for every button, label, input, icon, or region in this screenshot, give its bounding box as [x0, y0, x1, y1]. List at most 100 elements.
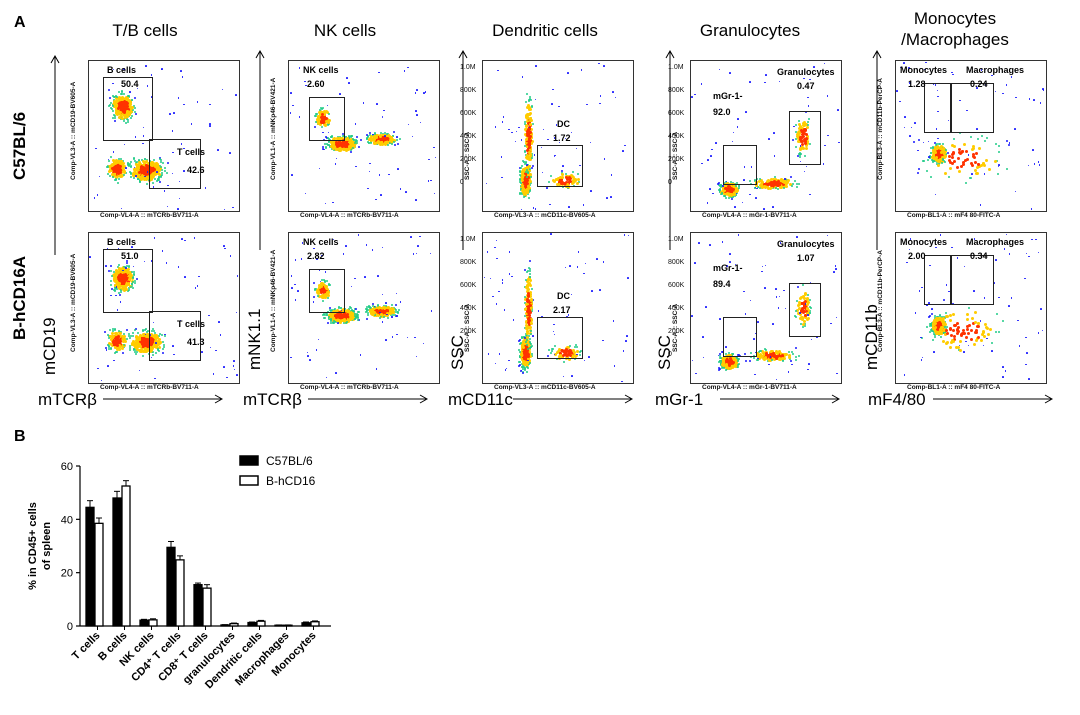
event-dot — [107, 343, 109, 346]
event-dot — [146, 342, 150, 346]
flow-plot-gr: Granulocytes 0.47 mGr-1- 92.0 — [690, 60, 842, 212]
event-dot — [623, 234, 626, 236]
event-dot — [219, 334, 222, 336]
event-dot — [127, 266, 130, 269]
event-dot — [229, 152, 231, 154]
event-dot — [362, 102, 365, 104]
event-dot — [110, 334, 114, 338]
event-dot — [152, 345, 156, 349]
event-dot — [154, 172, 158, 176]
event-dot — [369, 138, 373, 142]
event-dot — [547, 138, 549, 141]
event-dot — [537, 310, 540, 312]
event-dot — [397, 308, 400, 311]
event-dot — [325, 136, 328, 139]
event-dot — [336, 147, 340, 151]
event-dot — [161, 168, 164, 171]
event-dot — [125, 167, 127, 169]
event-dot — [342, 141, 346, 144]
event-dot — [147, 344, 151, 348]
gate-box — [789, 111, 821, 165]
event-dot — [822, 163, 825, 165]
event-dot — [807, 105, 809, 107]
event-dot — [120, 93, 123, 96]
gate-percentage: 51.0 — [121, 251, 139, 261]
event-dot — [327, 136, 330, 139]
event-dot — [531, 123, 534, 126]
event-dot — [111, 163, 115, 167]
event-dot — [105, 265, 107, 267]
event-dot — [115, 338, 119, 342]
event-dot — [385, 302, 387, 304]
event-dot — [117, 264, 120, 266]
event-dot — [120, 271, 124, 275]
event-dot — [144, 335, 148, 339]
event-dot — [122, 119, 125, 122]
event-dot — [158, 181, 161, 184]
event-dot — [177, 266, 180, 268]
event-dot — [583, 359, 586, 362]
event-dot — [146, 182, 149, 185]
event-dot — [125, 260, 128, 263]
event-dot — [147, 178, 150, 181]
event-dot — [150, 260, 153, 262]
event-dot — [375, 134, 379, 138]
event-dot — [533, 154, 536, 156]
event-dot — [415, 355, 417, 358]
event-dot — [382, 132, 384, 135]
event-dot — [224, 247, 226, 250]
event-dot — [121, 166, 125, 170]
event-dot — [294, 259, 297, 261]
event-dot — [588, 356, 590, 358]
event-dot — [349, 151, 352, 154]
event-dot — [153, 170, 157, 174]
gate-percentage: 42.6 — [187, 165, 205, 175]
event-dot — [127, 282, 130, 286]
event-dot — [290, 92, 292, 94]
event-dot — [183, 147, 185, 149]
event-dot — [328, 146, 331, 149]
event-dot — [378, 134, 382, 138]
event-dot — [236, 374, 238, 376]
event-dot — [524, 326, 528, 330]
event-dot — [146, 85, 148, 87]
event-dot — [235, 311, 237, 314]
flow-x-axis-label: Comp-VL4-A :: mTCRb-BV711-A — [100, 384, 199, 391]
event-dot — [368, 132, 371, 134]
event-dot — [149, 343, 153, 347]
event-dot — [300, 258, 302, 260]
event-dot — [132, 342, 136, 345]
event-dot — [798, 183, 801, 186]
event-dot — [215, 349, 217, 352]
event-dot — [429, 252, 432, 255]
event-dot — [337, 148, 341, 152]
event-dot — [525, 169, 528, 171]
event-dot — [150, 337, 154, 341]
column-title: Granulocytes — [655, 20, 845, 41]
event-dot — [337, 140, 341, 144]
event-dot — [150, 173, 154, 177]
event-dot — [610, 196, 612, 198]
event-dot — [155, 163, 159, 167]
event-dot — [130, 165, 133, 168]
gate-box — [723, 145, 757, 185]
event-dot — [190, 123, 193, 125]
event-dot — [502, 116, 505, 118]
event-dot — [126, 289, 129, 292]
event-dot — [354, 142, 357, 145]
event-dot — [122, 278, 126, 282]
event-dot — [289, 112, 291, 114]
event-dot — [108, 165, 112, 168]
event-dot — [599, 102, 601, 105]
event-dot — [350, 285, 353, 288]
event-dot — [364, 276, 366, 278]
event-dot — [127, 335, 130, 338]
event-dot — [127, 94, 130, 97]
event-dot — [730, 192, 734, 196]
event-dot — [134, 339, 138, 342]
event-dot — [778, 80, 781, 83]
event-dot — [116, 112, 120, 116]
event-dot — [784, 185, 788, 189]
event-dot — [209, 125, 211, 127]
event-dot — [138, 369, 141, 372]
